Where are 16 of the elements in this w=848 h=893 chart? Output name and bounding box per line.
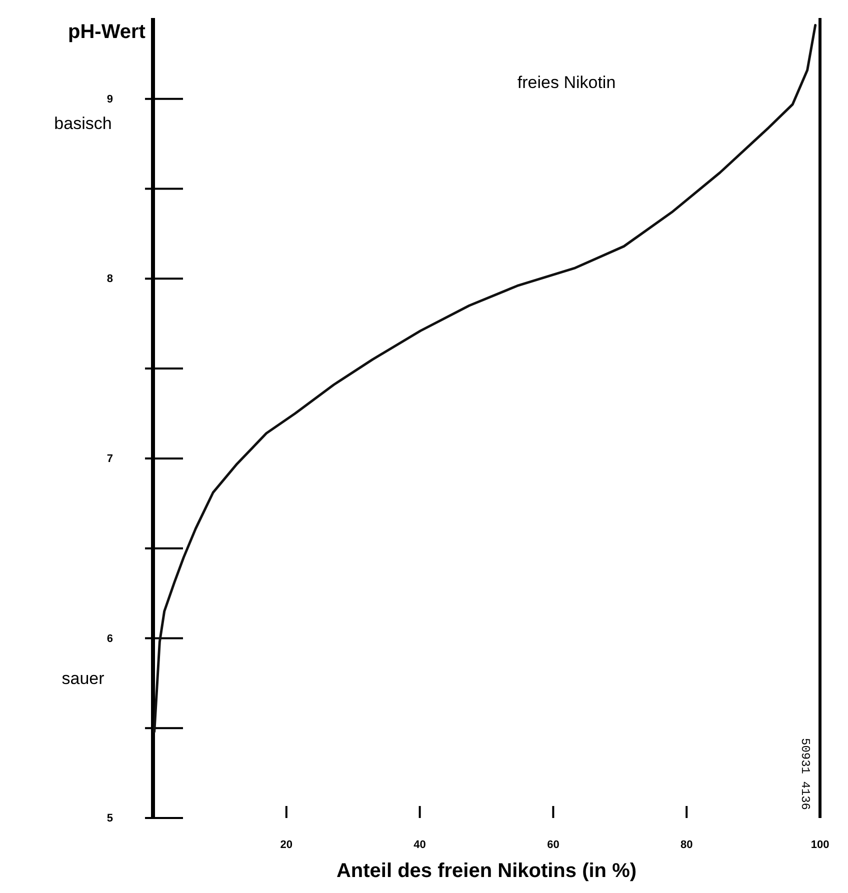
x-tick-label: 40 (414, 838, 426, 851)
y-tick-label: 6 (106, 632, 113, 645)
annotation: 50931 4136 (798, 738, 812, 810)
y-axis-title: pH-Wert (68, 21, 146, 43)
x-tick-label: 20 (280, 838, 293, 851)
y-tick-label: 8 (106, 273, 113, 286)
text: basisch (54, 114, 112, 133)
x-tick-label: 60 (547, 838, 560, 851)
y-tick-label: 7 (106, 452, 113, 465)
text: sauer (62, 668, 105, 688)
x-tick-label: 80 (680, 838, 693, 851)
text: freies Nikotin (517, 73, 616, 92)
y-tick-label: 9 (106, 93, 113, 106)
x-tick-label: 100 (810, 838, 830, 851)
x-axis-title: Anteil des freien Nikotins (in %) (336, 860, 637, 882)
y-tick-label: 5 (106, 812, 113, 825)
